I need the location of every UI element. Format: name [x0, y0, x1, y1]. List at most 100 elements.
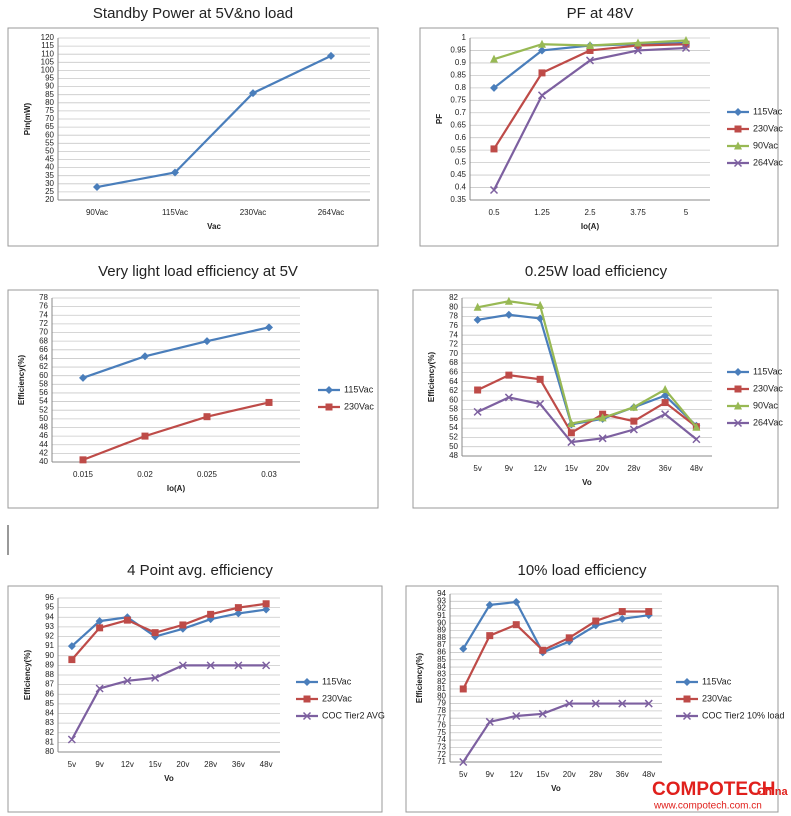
marker	[178, 661, 187, 670]
y-tick-label: 78	[449, 312, 458, 321]
y-tick-label: 80	[437, 691, 446, 700]
x-tick-label: 0.015	[73, 470, 94, 479]
y-tick-label: 62	[39, 362, 48, 371]
y-tick-label: 42	[39, 448, 48, 457]
y-tick-label: 72	[449, 340, 458, 349]
series-line	[71, 602, 267, 661]
y-tick-label: 94	[437, 589, 446, 598]
y-tick-label: 48	[39, 423, 48, 432]
y-tick-label: 96	[45, 593, 54, 602]
y-tick-label: 89	[437, 626, 446, 635]
y-tick-label: 65	[45, 122, 54, 131]
y-tick-label: 110	[41, 49, 54, 58]
y-tick-label: 105	[41, 57, 55, 66]
series-line	[82, 326, 270, 379]
marker	[327, 51, 335, 60]
marker	[93, 183, 101, 192]
marker	[67, 642, 76, 651]
y-tick-label: 70	[449, 349, 458, 358]
y-tick-label: 56	[39, 388, 48, 397]
marker	[537, 91, 547, 100]
y-tick-label: 54	[39, 397, 48, 406]
y-tick-label: 44	[39, 440, 48, 449]
marker	[206, 661, 215, 670]
x-axis-label: Io(A)	[581, 222, 600, 231]
marker	[734, 141, 742, 150]
y-tick-label: 75	[437, 728, 446, 737]
y-tick-label: 55	[45, 138, 54, 147]
legend-label: 230Vac	[344, 401, 374, 411]
y-tick-label: 72	[437, 750, 446, 759]
x-tick-label: 5v	[473, 464, 481, 473]
y-tick-label: 81	[45, 737, 54, 746]
x-tick-label: 230Vac	[240, 208, 267, 217]
legend-label: 90Vac	[753, 140, 778, 150]
y-tick-label: 20	[45, 195, 54, 204]
marker	[629, 425, 638, 434]
marker	[682, 40, 690, 48]
marker	[734, 385, 742, 393]
y-tick-label: 100	[41, 66, 55, 75]
legend-label: COC Tier2 AVG	[322, 710, 385, 720]
marker	[123, 676, 132, 685]
marker	[203, 337, 211, 346]
marker	[630, 417, 638, 425]
marker	[459, 644, 468, 653]
marker	[265, 398, 273, 406]
y-tick-label: 60	[39, 371, 48, 380]
y-axis-label: Efficiency(%)	[427, 352, 436, 403]
x-tick-label: 5v	[459, 770, 467, 779]
marker	[490, 54, 498, 63]
y-tick-label: 35	[45, 171, 54, 180]
legend-label: 230Vac	[702, 693, 732, 703]
y-tick-label: 75	[45, 106, 54, 115]
marker	[538, 39, 546, 48]
y-tick-label: 71	[437, 757, 446, 766]
marker	[504, 310, 513, 319]
marker	[303, 695, 311, 703]
marker	[567, 429, 575, 437]
marker	[592, 617, 600, 625]
marker	[207, 610, 215, 618]
marker	[538, 709, 547, 718]
marker	[591, 699, 600, 708]
marker	[733, 158, 743, 168]
y-tick-label: 0.55	[450, 145, 466, 154]
x-tick-label: 12v	[121, 760, 134, 769]
y-tick-label: 92	[45, 632, 54, 641]
marker	[249, 89, 257, 98]
marker	[692, 422, 701, 431]
x-tick-label: 2.5	[584, 208, 596, 217]
y-tick-label: 87	[437, 640, 446, 649]
y-tick-label: 0.85	[450, 70, 466, 79]
y-tick-label: 115	[41, 41, 54, 50]
marker	[645, 608, 653, 616]
y-tick-label: 76	[437, 721, 446, 730]
series-line	[96, 54, 332, 189]
marker	[265, 323, 273, 332]
y-tick-label: 85	[45, 699, 54, 708]
marker	[95, 617, 104, 626]
y-tick-label: 95	[45, 603, 54, 612]
marker	[302, 711, 312, 721]
marker	[565, 699, 574, 708]
y-tick-label: 78	[437, 706, 446, 715]
y-tick-label: 76	[449, 321, 458, 330]
marker	[683, 678, 691, 686]
marker	[644, 699, 653, 708]
marker	[586, 40, 594, 49]
marker	[634, 38, 642, 47]
y-tick-label: 40	[39, 457, 48, 466]
y-tick-label: 120	[41, 33, 55, 42]
x-tick-label: 48v	[642, 770, 655, 779]
chart-title: PF at 48V	[567, 5, 634, 22]
marker	[734, 401, 742, 410]
legend-label: 90Vac	[753, 400, 778, 410]
y-tick-label: 86	[437, 648, 446, 657]
marker	[692, 435, 701, 444]
marker	[539, 646, 547, 654]
x-tick-label: 15v	[565, 464, 578, 473]
marker	[473, 315, 482, 324]
legend-label: 115Vac	[753, 106, 783, 116]
